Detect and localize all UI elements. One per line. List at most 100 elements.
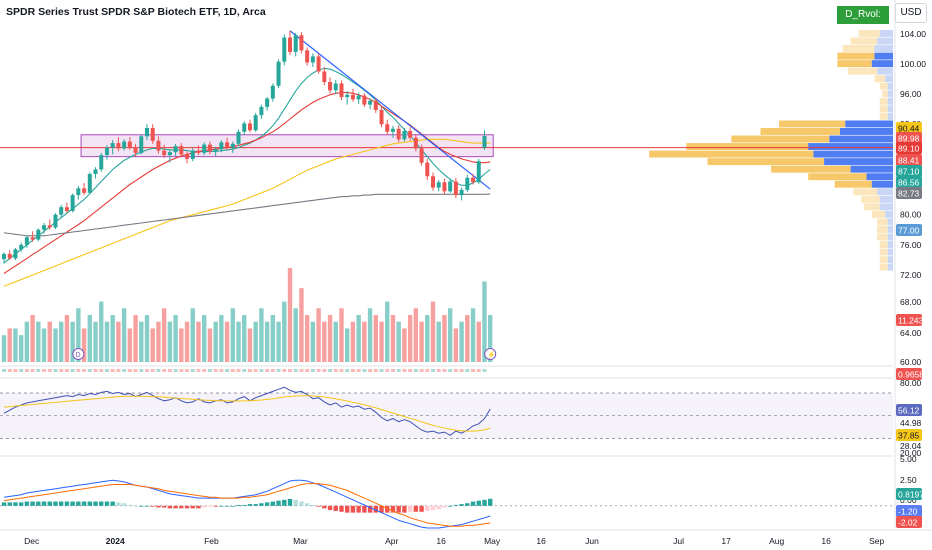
secondary-last-label: 0.9658 — [898, 370, 924, 380]
volume-bar — [407, 315, 413, 362]
macd-histogram-bar — [236, 504, 241, 506]
macd-histogram-bar — [196, 505, 201, 509]
candle-body — [167, 152, 172, 156]
volume-bar — [373, 315, 378, 362]
time-tick-label: 16 — [436, 536, 446, 546]
macd-histogram-bar — [133, 505, 138, 507]
volume-profile-sell — [850, 37, 878, 45]
volume-bar — [356, 315, 361, 362]
macd-histogram-bar — [396, 505, 401, 513]
macd-histogram-bar — [390, 505, 396, 513]
volume-bar — [322, 321, 327, 362]
candle-body — [373, 100, 378, 110]
candle-body — [328, 82, 333, 91]
volume-bar — [402, 328, 407, 362]
candle-body — [202, 144, 207, 153]
volume-bar — [213, 321, 218, 362]
volume-profile-sell — [686, 143, 809, 151]
candle-body — [282, 37, 287, 62]
volume-bar — [488, 315, 493, 362]
macd-histogram-bar — [276, 500, 281, 506]
volume-profile-sell — [771, 165, 851, 173]
candle-body — [150, 128, 155, 141]
macd-histogram-bar — [7, 502, 12, 506]
volume-profile-buy — [866, 173, 893, 181]
macd-histogram-bar — [59, 501, 64, 506]
secondary-bar — [425, 369, 430, 372]
secondary-bar — [442, 369, 447, 372]
candle-body — [104, 147, 109, 156]
volume-bar — [207, 328, 213, 362]
volume-profile-buy — [885, 210, 893, 218]
volume-profile-buy — [813, 150, 893, 158]
secondary-bar — [42, 369, 47, 372]
candle-body — [196, 150, 201, 153]
volume-bar — [333, 321, 338, 362]
volume-profile-sell — [847, 67, 878, 75]
candle-body — [413, 137, 418, 149]
volume-bar — [247, 328, 253, 362]
macd-last-label: -1.20 — [898, 507, 918, 517]
macd-histogram-bar — [36, 501, 41, 506]
secondary-last-label-bg — [896, 368, 922, 380]
macd-histogram-bar — [30, 501, 35, 506]
secondary-bar — [402, 369, 407, 372]
macd-histogram-bar — [190, 505, 195, 509]
secondary-bar — [150, 369, 155, 372]
secondary-bar — [36, 369, 41, 372]
volume-tick-label: 64.00 — [900, 328, 922, 338]
signal-last-label: -2.02 — [898, 518, 918, 528]
volume-profile-buy — [874, 52, 893, 60]
macd-histogram-bar — [419, 505, 424, 512]
volume-bar — [350, 321, 356, 362]
secondary-bar — [293, 369, 298, 372]
candle-body — [345, 94, 350, 98]
price-tick-label: 80.00 — [900, 210, 922, 220]
candle-body — [24, 237, 29, 245]
macd-histogram-bar — [213, 505, 218, 507]
candle-body — [453, 181, 458, 196]
candle-body — [305, 50, 310, 63]
volume-bar — [161, 308, 167, 362]
volume-bar — [167, 321, 173, 362]
volume-bar — [93, 321, 98, 362]
macd-histogram-bar — [322, 505, 327, 509]
volume-profile-buy — [824, 158, 893, 166]
candle-body — [127, 141, 132, 148]
volume-bar — [482, 281, 487, 362]
price-label: 89.98 — [898, 134, 920, 144]
candle-body — [350, 94, 355, 100]
volume-profile-sell — [879, 97, 888, 105]
secondary-bar — [465, 369, 470, 372]
volume-profile-sell — [879, 241, 888, 249]
candle-body — [82, 188, 87, 193]
macd-histogram-bar — [242, 504, 247, 506]
secondary-bar — [202, 369, 207, 372]
candle-body — [419, 148, 424, 163]
secondary-bar — [368, 369, 373, 372]
macd-histogram-bar — [287, 498, 293, 506]
macd-histogram-bar — [425, 505, 430, 511]
candle-body — [236, 131, 241, 144]
macd-histogram-bar — [179, 505, 184, 509]
price-tick-label: 96.00 — [900, 89, 922, 99]
price-label: 87.10 — [898, 167, 920, 177]
candle-body — [288, 37, 292, 52]
macd-last-label-bg — [896, 505, 922, 517]
currency-button[interactable]: USD — [895, 3, 927, 23]
volume-profile-buy — [845, 120, 893, 128]
secondary-bar — [282, 369, 287, 372]
volume-profile-sell — [842, 45, 875, 53]
macd-histogram-bar — [87, 501, 92, 506]
macd-histogram-bar — [379, 505, 384, 513]
macd-histogram-bar — [116, 502, 121, 506]
macd-histogram-bar — [407, 505, 413, 512]
moving-average-line — [3, 92, 491, 274]
volume-bar — [242, 315, 247, 362]
volume-profile-sell — [877, 233, 888, 241]
macd-series-line — [3, 479, 491, 529]
macd-histogram-bar — [430, 505, 436, 511]
price-tick-label: 72.00 — [900, 270, 922, 280]
macd-histogram-bar — [230, 505, 235, 507]
